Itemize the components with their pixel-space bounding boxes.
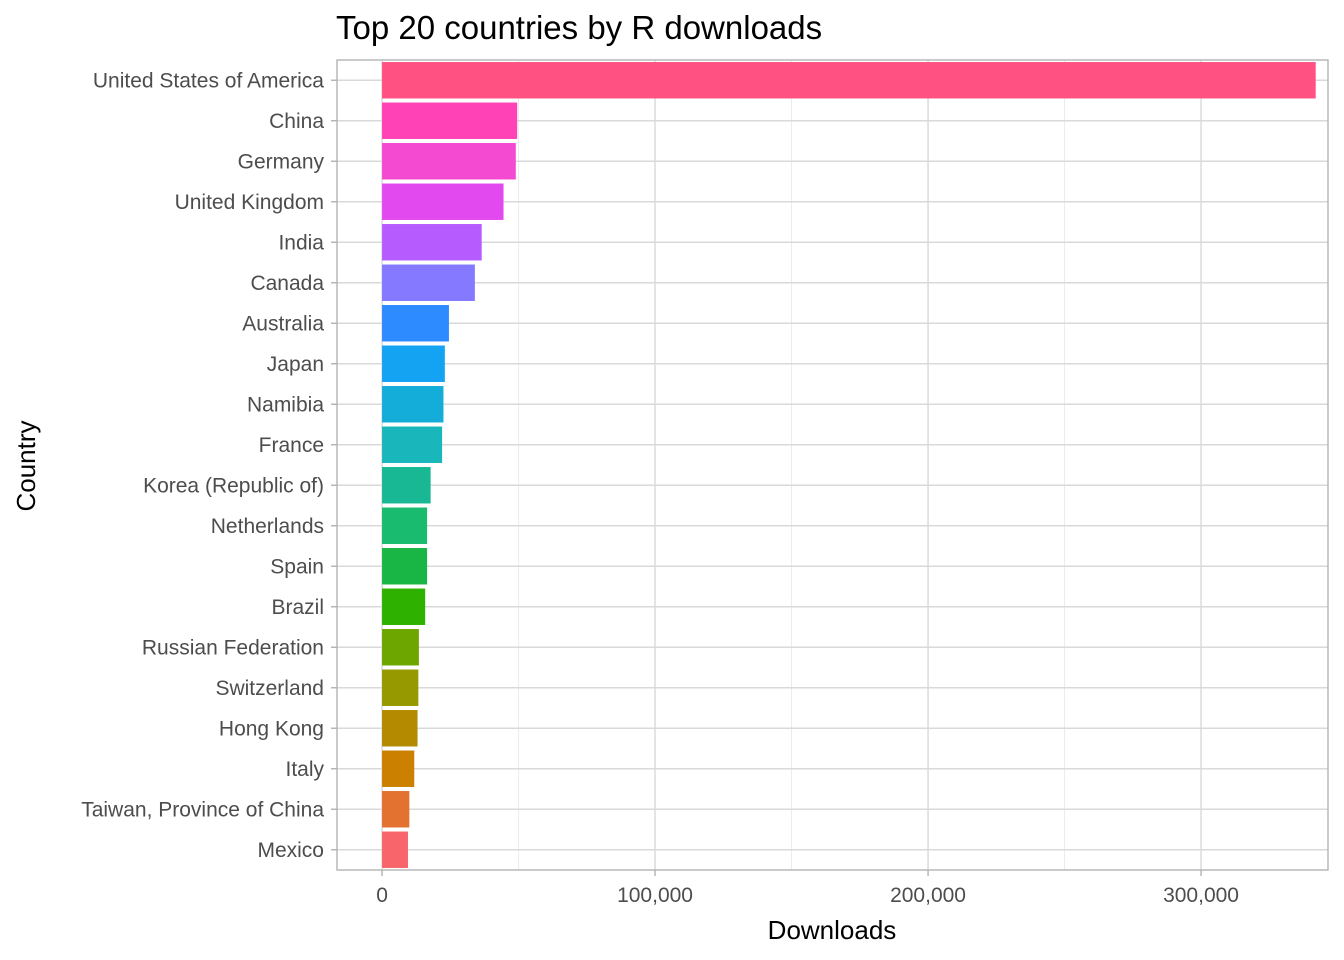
bar-2 bbox=[382, 102, 518, 139]
category-label: Taiwan, Province of China bbox=[81, 798, 324, 821]
y-axis-labels: United States of America China Germany Unit… bbox=[81, 69, 337, 862]
x-tick-label: 200,000 bbox=[890, 884, 966, 907]
bar-14 bbox=[382, 588, 426, 625]
bar-1 bbox=[382, 62, 1316, 99]
bar-18 bbox=[382, 750, 415, 787]
category-label: Brazil bbox=[271, 596, 324, 619]
category-label: Spain bbox=[270, 555, 324, 578]
bar-8 bbox=[382, 345, 445, 382]
bar-4 bbox=[382, 183, 504, 220]
category-label: Netherlands bbox=[211, 515, 324, 538]
bar-5 bbox=[382, 224, 482, 261]
x-axis-ticks: 0 100,000 200,000 300,000 bbox=[376, 870, 1239, 907]
category-label: Hong Kong bbox=[219, 717, 324, 740]
x-tick-label: 300,000 bbox=[1163, 884, 1239, 907]
category-label: Japan bbox=[267, 353, 324, 376]
category-label: Korea (Republic of) bbox=[143, 474, 324, 497]
bar-9 bbox=[382, 386, 444, 423]
panel-border bbox=[336, 59, 1329, 871]
major-gridlines bbox=[337, 60, 1328, 870]
bar-3 bbox=[382, 143, 516, 180]
bar-16 bbox=[382, 669, 419, 706]
category-label: Switzerland bbox=[215, 677, 324, 700]
category-label: United Kingdom bbox=[175, 191, 324, 214]
bar-17 bbox=[382, 710, 418, 747]
bar-19 bbox=[382, 791, 410, 828]
bar-11 bbox=[382, 467, 431, 504]
chart-title: Top 20 countries by R downloads bbox=[336, 9, 822, 46]
bar-7 bbox=[382, 305, 449, 342]
category-label: Australia bbox=[242, 312, 324, 335]
x-axis-title: Downloads bbox=[768, 915, 897, 945]
category-label: Canada bbox=[250, 272, 324, 295]
bar-20 bbox=[382, 831, 408, 868]
minor-gridlines bbox=[518, 60, 1066, 870]
y-axis-title: Country bbox=[11, 420, 41, 511]
bar-15 bbox=[382, 629, 419, 666]
category-label: Mexico bbox=[257, 839, 324, 862]
category-label: China bbox=[269, 110, 324, 133]
bar-12 bbox=[382, 507, 428, 544]
category-label: India bbox=[278, 231, 324, 254]
category-label: Russian Federation bbox=[142, 636, 324, 659]
x-tick-label: 0 bbox=[376, 884, 388, 907]
x-tick-label: 100,000 bbox=[617, 884, 693, 907]
category-label: United States of America bbox=[93, 69, 324, 92]
category-label: Namibia bbox=[247, 393, 324, 416]
bar-6 bbox=[382, 264, 475, 301]
bars bbox=[382, 62, 1316, 868]
bar-10 bbox=[382, 426, 443, 463]
bar-13 bbox=[382, 548, 428, 585]
category-label: Germany bbox=[238, 150, 325, 173]
category-label: France bbox=[259, 434, 324, 457]
category-label: Italy bbox=[285, 758, 324, 781]
